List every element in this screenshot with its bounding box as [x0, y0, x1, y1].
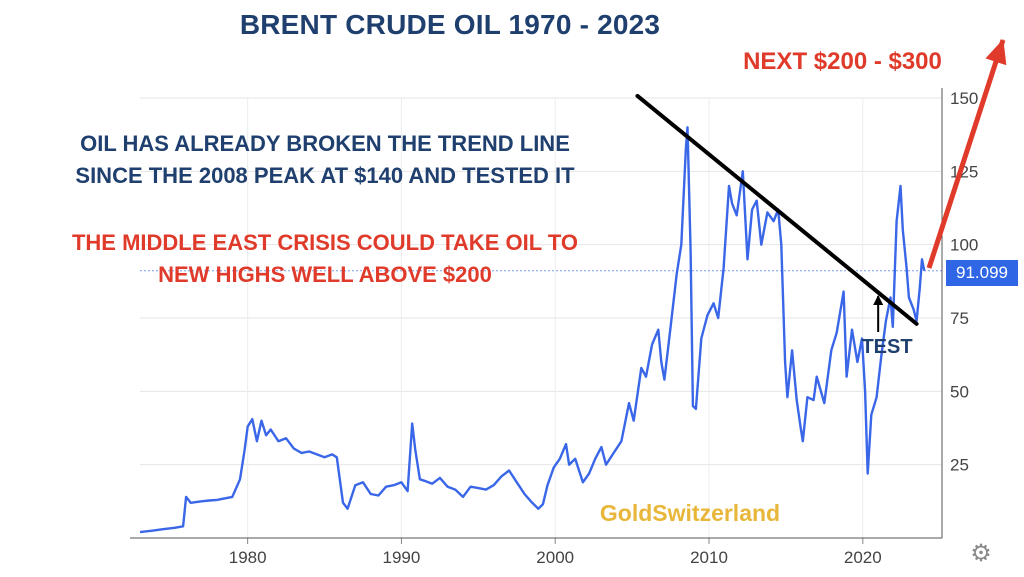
grid-lines: [140, 97, 942, 538]
y-tick-label: 75: [950, 309, 969, 328]
trendline-note: OIL HAS ALREADY BROKEN THE TREND LINE SI…: [20, 128, 630, 192]
trend-line: [635, 93, 919, 326]
brand-watermark: GoldSwitzerland: [599, 500, 781, 526]
trendline-note-line-1: OIL HAS ALREADY BROKEN THE TREND LINE: [80, 131, 570, 156]
x-tick-label: 2020: [844, 548, 882, 567]
price-series-line: [139, 126, 926, 534]
x-tick-label: 1990: [383, 548, 421, 567]
trendline-note-line-2: SINCE THE 2008 PEAK AT $140 AND TESTED I…: [75, 163, 575, 188]
crisis-note-line-2: NEW HIGHS WELL ABOVE $200: [158, 262, 492, 287]
y-tick-label: 150: [950, 89, 978, 108]
projection-arrow: [926, 39, 1007, 269]
y-tick-label: 100: [950, 236, 978, 255]
x-tick-label: 2010: [690, 548, 728, 567]
gear-icon[interactable]: ⚙: [970, 540, 992, 567]
series-layer: [139, 126, 926, 534]
crisis-note-line-1: THE MIDDLE EAST CRISIS COULD TAKE OIL TO: [71, 230, 579, 255]
test-label: TEST: [861, 336, 913, 358]
x-tick-label: 1980: [229, 548, 267, 567]
y-tick-label: 25: [950, 456, 969, 475]
y-tick-label: 50: [950, 382, 969, 401]
annotation-layer: [635, 39, 1007, 332]
last-value-badge: 91.099: [946, 260, 1018, 286]
crisis-note: THE MIDDLE EAST CRISIS COULD TAKE OIL TO…: [15, 227, 635, 291]
chart-title: BRENT CRUDE OIL 1970 - 2023: [239, 9, 661, 40]
x-tick-label: 2000: [536, 548, 574, 567]
next-target-label: NEXT $200 - $300: [743, 48, 942, 75]
